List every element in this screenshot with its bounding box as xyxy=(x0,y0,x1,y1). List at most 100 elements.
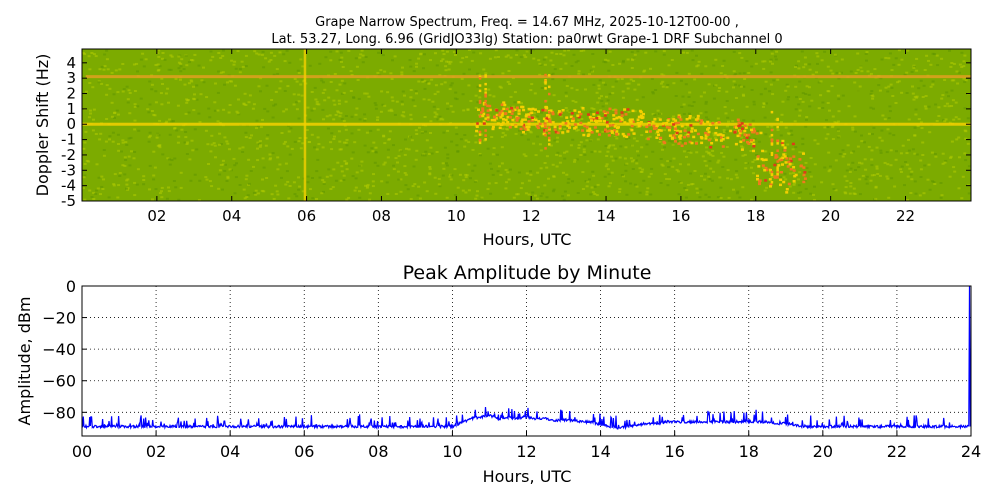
spectrogram-signal-cell xyxy=(586,134,590,137)
spectrogram-noise-speck xyxy=(741,186,745,189)
spectrogram-noise-speck xyxy=(467,141,471,144)
spectrogram-signal-cell xyxy=(551,121,555,124)
spectrogram-noise-speck xyxy=(707,196,711,199)
spectrogram-noise-speck xyxy=(190,139,194,142)
spectrogram-signal-cell xyxy=(786,165,790,168)
spectrogram-noise-speck xyxy=(285,49,289,52)
spectrogram-noise-speck xyxy=(492,95,496,98)
spectrogram-noise-speck xyxy=(693,170,697,172)
spectrogram-signal-cell xyxy=(510,106,514,110)
spectrogram-noise-speck xyxy=(474,94,478,97)
spectrogram-noise-speck xyxy=(836,94,840,97)
spectrogram-noise-speck xyxy=(373,102,377,105)
spectrogram-noise-speck xyxy=(471,148,475,151)
spectrogram-noise-speck xyxy=(801,92,805,95)
spectrogram-signal-cell xyxy=(630,128,634,132)
spectrogram-noise-speck xyxy=(608,144,612,147)
spectrogram-noise-speck xyxy=(152,113,156,116)
spectrogram-noise-speck xyxy=(622,59,625,62)
spectrogram-noise-speck xyxy=(515,193,519,196)
spectrogram-noise-speck xyxy=(660,73,664,76)
spectrogram-noise-speck xyxy=(183,141,187,144)
spectrogram-noise-speck xyxy=(559,53,563,55)
spectrogram-noise-speck xyxy=(964,79,968,82)
spectrogram-signal-cell xyxy=(783,146,787,149)
spectrogram-noise-speck xyxy=(243,92,247,95)
spectrogram-noise-speck xyxy=(703,160,707,163)
spectrogram-signal-cell xyxy=(674,127,678,131)
spectrogram-noise-speck xyxy=(383,70,387,73)
spectrogram-noise-speck xyxy=(520,102,523,105)
spectrogram-noise-speck xyxy=(564,107,568,109)
spectrogram-streak-cell xyxy=(770,138,774,142)
spectrogram-noise-speck xyxy=(929,63,933,66)
spectrogram-noise-speck xyxy=(514,132,518,135)
spectrogram-signal-cell xyxy=(655,136,659,139)
spectrogram-noise-speck xyxy=(876,173,880,175)
spectrogram-noise-speck xyxy=(253,50,257,53)
spectrogram-noise-speck xyxy=(452,51,456,54)
spectrogram-noise-speck xyxy=(363,92,367,95)
spectrogram-noise-speck xyxy=(386,193,390,195)
spectrogram-noise-speck xyxy=(308,118,312,121)
spectrogram-noise-speck xyxy=(110,101,114,104)
spectrogram-noise-speck xyxy=(233,84,237,87)
spectrogram-signal-cell xyxy=(719,133,723,136)
spectrogram-signal-cell xyxy=(530,116,534,119)
spectrogram-signal-cell xyxy=(778,159,782,162)
spectrogram-noise-speck xyxy=(586,160,590,163)
spectrogram-noise-speck xyxy=(297,117,301,120)
spectrogram-signal-cell xyxy=(500,109,504,113)
spectrogram-signal-cell xyxy=(679,118,683,121)
spectrogram-noise-speck xyxy=(886,163,890,166)
spectrogram-noise-speck xyxy=(386,148,390,151)
spectrogram-streak-cell xyxy=(776,149,779,152)
spectrogram-noise-speck xyxy=(651,92,655,95)
spectrogram-noise-speck xyxy=(887,57,891,60)
spectrogram-signal-cell xyxy=(707,130,711,134)
spectrogram-signal-cell xyxy=(758,179,762,182)
spectrogram-noise-speck xyxy=(500,146,504,149)
spectrogram-noise-speck xyxy=(843,175,847,178)
spectrogram-noise-speck xyxy=(583,145,587,148)
spectrogram-noise-speck xyxy=(257,85,261,88)
spectrogram-noise-speck xyxy=(286,145,290,148)
spectrogram-noise-speck xyxy=(272,73,276,76)
spectrogram-noise-speck xyxy=(417,185,421,188)
spectrogram-noise-speck xyxy=(262,166,266,169)
spectrogram-noise-speck xyxy=(703,178,707,181)
spectrogram-signal-cell xyxy=(593,126,597,129)
spectrogram-streak-cell xyxy=(484,91,487,94)
spectrogram-noise-speck xyxy=(329,141,333,144)
spectrogram-noise-speck xyxy=(651,91,655,94)
spectrogram-signal-cell xyxy=(495,113,499,117)
spectrogram-noise-speck xyxy=(180,58,184,61)
spectrogram-noise-speck xyxy=(794,146,798,149)
spectrogram-signal-cell xyxy=(706,128,709,131)
spectrogram-noise-speck xyxy=(261,178,264,181)
spectrogram-noise-speck xyxy=(630,160,634,163)
spectrogram-noise-speck xyxy=(501,72,505,75)
spectrogram-noise-speck xyxy=(645,193,649,196)
spectrogram-noise-speck xyxy=(632,80,636,82)
spectrogram-noise-speck xyxy=(575,88,579,91)
spectrogram-signal-cell xyxy=(756,174,759,178)
spectrogram-noise-speck xyxy=(361,61,365,64)
amplitude-x-tick-label: 20 xyxy=(813,442,833,461)
spectrogram-noise-speck xyxy=(383,142,387,145)
spectrogram-noise-speck xyxy=(422,67,425,70)
spectrogram-signal-cell xyxy=(621,132,625,136)
spectrogram-signal-cell xyxy=(779,183,782,187)
spectrogram-noise-speck xyxy=(906,49,910,52)
spectrogram-noise-speck xyxy=(903,184,906,187)
spectrogram-noise-speck xyxy=(218,169,222,172)
spectrogram-noise-speck xyxy=(292,103,296,106)
spectrogram-noise-speck xyxy=(956,82,960,85)
spectrogram-noise-speck xyxy=(248,137,252,139)
spectrogram-streak-cell xyxy=(776,118,779,122)
spectrogram-noise-speck xyxy=(937,115,941,117)
spectrogram-signal-cell xyxy=(619,119,623,123)
spectrogram-x-tick-label: 04 xyxy=(222,207,241,225)
spectrogram-noise-speck xyxy=(567,178,571,181)
spectrogram-noise-speck xyxy=(161,57,164,60)
